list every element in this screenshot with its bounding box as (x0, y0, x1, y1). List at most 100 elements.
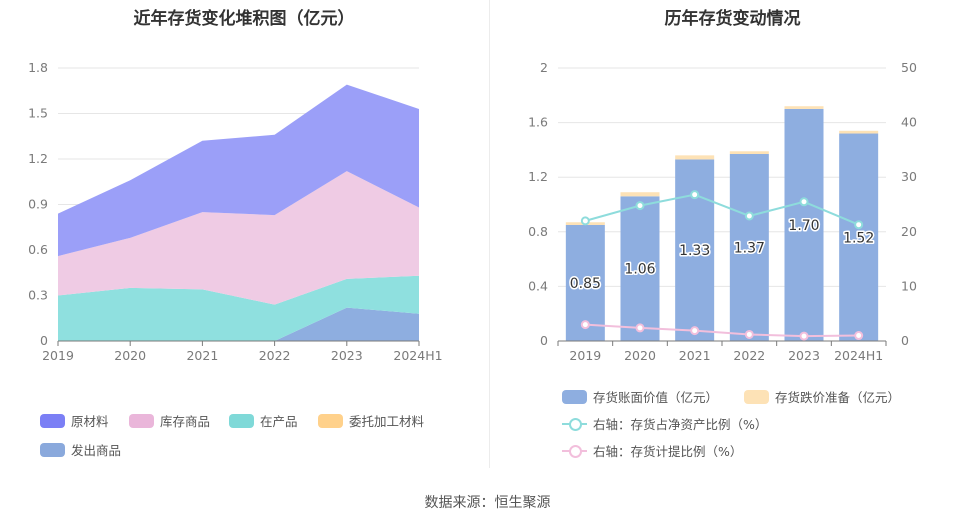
line-point (854, 331, 864, 341)
area-原材料 (58, 84, 419, 257)
legend-label: 发出商品 (71, 443, 122, 458)
legend-marker (569, 417, 582, 431)
y-tick-label: 1.2 (528, 169, 548, 184)
area-在产品 (58, 275, 419, 341)
legend-label: 在产品 (260, 414, 298, 429)
line-point (744, 329, 754, 339)
line-右轴：存货计提比例（%） (585, 323, 859, 338)
legend-item[interactable]: 存货账面价值（亿元） (562, 387, 718, 406)
bar-value-label: 1.33 (679, 243, 710, 259)
x-tick-label: 2020 (114, 348, 146, 363)
y-tick-label: 1.6 (528, 115, 548, 130)
line-point (744, 211, 754, 221)
line-右轴：存货占净资产比例（%） (585, 193, 860, 226)
area-库存商品 (58, 171, 419, 305)
x-tick-label: 2023 (788, 348, 820, 363)
bar-book-value (839, 133, 879, 341)
y2-tick-label: 0 (901, 333, 909, 348)
y-tick-label: 1.2 (28, 151, 48, 166)
legend-item[interactable]: 委托加工材料 (318, 411, 424, 430)
bar-impairment-provision (839, 130, 879, 134)
bar-book-value (729, 153, 769, 341)
bar-value-label: 1.06 (624, 262, 655, 278)
bar-value-label: 1.37 (734, 240, 765, 256)
y-tick-label: 0.6 (28, 242, 48, 257)
legend-item[interactable]: 原材料 (40, 411, 109, 430)
left-chart-title: 近年存货变化堆积图（亿元） (133, 9, 355, 29)
line-point (854, 220, 864, 230)
y2-tick-label: 10 (901, 278, 917, 293)
x-tick-label: 2021 (186, 348, 218, 363)
legend-label: 委托加工材料 (349, 414, 425, 429)
bar-book-value (675, 159, 715, 341)
bar-impairment-provision (784, 106, 824, 109)
legend-marker (569, 444, 582, 458)
data-source-note: 数据来源：恒生聚源 (424, 495, 551, 511)
legend-swatch (129, 413, 154, 428)
legend-swatch (229, 413, 254, 428)
y-tick-label: 0 (40, 333, 48, 348)
x-tick-label: 2019 (42, 348, 74, 363)
legend-swatch (562, 444, 587, 458)
legend-item[interactable]: 发出商品 (40, 440, 121, 459)
y-tick-label: 0.3 (28, 288, 48, 303)
y2-tick-label: 50 (901, 60, 917, 75)
legend-swatch (562, 389, 587, 404)
y-tick-label: 1.5 (28, 106, 48, 121)
y-tick-label: 0.8 (528, 224, 548, 239)
bar-impairment-provision (620, 192, 660, 197)
y-tick-label: 0.4 (528, 278, 548, 293)
line-point (580, 216, 590, 226)
legend-item[interactable]: 右轴：存货占净资产比例（%） (562, 414, 767, 433)
right-chart-title: 历年存货变动情况 (664, 9, 801, 29)
x-tick-label: 2020 (624, 348, 656, 363)
line-point (635, 201, 645, 211)
inventory-bar-chart-panel: 历年存货变动情况 0 0.4 0.8 1.2 1.6 2 0 10 20 30 40 50 2019 20… (490, 0, 975, 470)
x-tick-label: 2024H1 (834, 348, 883, 363)
bar-impairment-provision (675, 155, 715, 160)
x-tick-label: 2023 (331, 348, 363, 363)
legend-swatch (40, 442, 65, 457)
legend-item[interactable]: 存货跌价准备（亿元） (744, 387, 900, 406)
line-point (580, 320, 590, 330)
line-point (690, 326, 700, 336)
x-tick-label: 2022 (733, 348, 765, 363)
legend-label: 库存商品 (160, 414, 211, 429)
bar-value-label: 1.52 (843, 230, 874, 246)
x-tick-label: 2022 (259, 348, 291, 363)
x-tick-label: 2021 (679, 348, 711, 363)
line-point (799, 197, 809, 207)
y2-tick-label: 30 (901, 169, 917, 184)
legend-swatch (744, 389, 769, 404)
y2-tick-label: 20 (901, 224, 917, 239)
bar-book-value (784, 108, 824, 341)
legend-swatch (562, 417, 587, 431)
bar-value-label: 1.70 (788, 218, 819, 234)
y-tick-label: 0 (540, 333, 548, 348)
x-tick-label: 2019 (569, 348, 601, 363)
x-tick-label: 2024H1 (393, 348, 442, 363)
legend-label: 右轴：存货占净资产比例（%） (593, 417, 768, 432)
legend-item[interactable]: 右轴：存货计提比例（%） (562, 441, 742, 460)
bar-impairment-provision (729, 151, 769, 154)
legend-swatch (318, 413, 343, 428)
panel-divider (489, 0, 490, 468)
stacked-area-chart-panel: 近年存货变化堆积图（亿元） 0 0.3 0.6 0.9 1.2 1.5 1.8 2019 202… (0, 0, 488, 470)
y-tick-label: 2 (540, 60, 548, 75)
line-point (799, 331, 809, 341)
y-tick-label: 0.9 (28, 197, 48, 212)
legend-swatch (40, 413, 65, 428)
line-point (690, 190, 700, 200)
legend-label: 存货跌价准备（亿元） (775, 390, 901, 405)
legend-item[interactable]: 在产品 (229, 411, 298, 430)
legend-item[interactable]: 库存商品 (129, 411, 210, 430)
bar-value-label: 0.85 (570, 276, 601, 292)
y2-tick-label: 40 (901, 115, 917, 130)
area-发出商品 (58, 307, 419, 341)
line-point (635, 323, 645, 333)
stacked-area-chart: 0 0.3 0.6 0.9 1.2 1.5 1.8 2019 2020 2021 2022 2023 2… (28, 60, 442, 363)
legend-label: 原材料 (71, 414, 109, 429)
bar-book-value (620, 196, 660, 341)
